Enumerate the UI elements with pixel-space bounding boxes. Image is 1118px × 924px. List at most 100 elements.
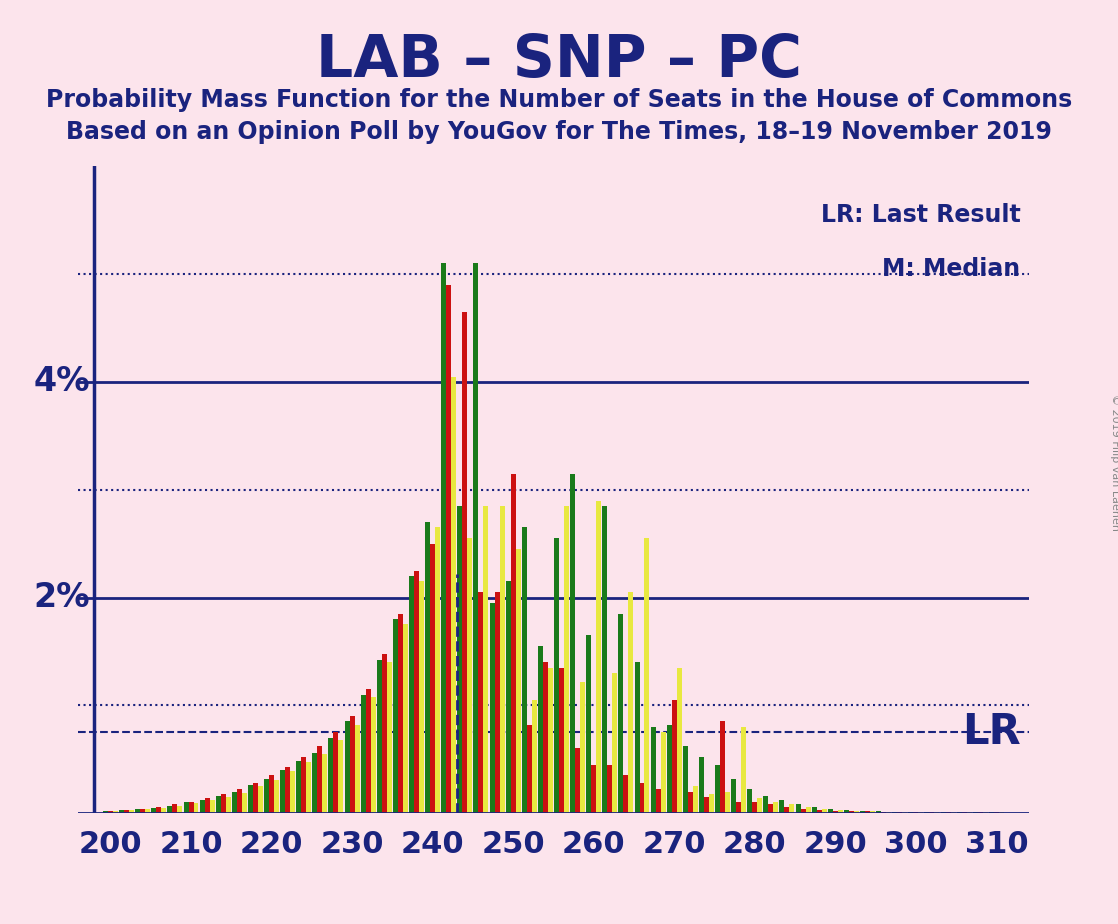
Bar — [463, 312, 467, 813]
Bar — [837, 809, 843, 813]
Bar — [135, 808, 140, 813]
Bar — [442, 263, 446, 813]
Bar — [591, 765, 596, 813]
Bar — [639, 783, 644, 813]
Bar — [816, 809, 822, 813]
Bar — [490, 603, 494, 813]
Bar — [473, 263, 479, 813]
Bar — [709, 794, 714, 813]
Bar — [467, 538, 472, 813]
Bar — [785, 807, 789, 813]
Bar — [726, 792, 730, 813]
Bar — [716, 765, 720, 813]
Bar — [200, 800, 205, 813]
Text: LR: LR — [961, 711, 1021, 753]
Bar — [366, 689, 371, 813]
Bar — [902, 812, 907, 813]
Bar — [764, 796, 768, 813]
Bar — [913, 812, 918, 813]
Bar — [425, 522, 430, 813]
Bar — [768, 805, 774, 813]
Bar — [494, 592, 500, 813]
Bar — [559, 667, 563, 813]
Bar — [563, 506, 569, 813]
Bar — [505, 581, 511, 813]
Bar — [398, 614, 402, 813]
Bar — [306, 762, 311, 813]
Bar — [603, 506, 607, 813]
Bar — [274, 780, 280, 813]
Bar — [844, 809, 849, 813]
Bar — [237, 789, 241, 813]
Bar — [220, 794, 226, 813]
Bar — [301, 757, 306, 813]
Bar — [322, 754, 328, 813]
Bar — [672, 700, 676, 813]
Bar — [532, 700, 537, 813]
Bar — [688, 792, 693, 813]
Bar — [339, 740, 343, 813]
Bar — [361, 695, 366, 813]
Bar — [877, 811, 881, 813]
Bar — [231, 792, 237, 813]
Bar — [209, 800, 215, 813]
Bar — [548, 667, 552, 813]
Bar — [736, 802, 741, 813]
Bar — [269, 775, 274, 813]
Bar — [946, 812, 950, 813]
Bar — [120, 809, 124, 813]
Bar — [827, 808, 833, 813]
Text: M: Median: M: Median — [882, 257, 1021, 281]
Text: 2%: 2% — [34, 581, 91, 614]
Bar — [881, 812, 887, 813]
Bar — [865, 811, 870, 813]
Bar — [613, 673, 617, 813]
Bar — [849, 811, 854, 813]
Bar — [430, 543, 435, 813]
Bar — [258, 786, 263, 813]
Bar — [575, 748, 580, 813]
Bar — [168, 806, 172, 813]
Bar — [854, 811, 859, 813]
Bar — [113, 811, 119, 813]
Bar — [628, 592, 634, 813]
Bar — [281, 770, 285, 813]
Bar — [822, 808, 826, 813]
Bar — [205, 798, 209, 813]
Bar — [935, 812, 939, 813]
Bar — [998, 812, 1004, 813]
Bar — [329, 737, 333, 813]
Bar — [967, 812, 972, 813]
Bar — [978, 812, 983, 813]
Text: 4%: 4% — [34, 365, 91, 398]
Bar — [296, 761, 301, 813]
Bar — [157, 807, 161, 813]
Bar — [586, 636, 591, 813]
Bar — [402, 625, 408, 813]
Bar — [108, 811, 113, 813]
Bar — [699, 757, 704, 813]
Bar — [683, 747, 688, 813]
Bar — [178, 806, 182, 813]
Bar — [318, 747, 322, 813]
Bar — [806, 807, 811, 813]
Text: LAB – SNP – PC: LAB – SNP – PC — [316, 32, 802, 90]
Bar — [409, 576, 414, 813]
Bar — [596, 501, 601, 813]
Bar — [731, 779, 736, 813]
Bar — [479, 592, 483, 813]
Bar — [515, 549, 521, 813]
Bar — [435, 528, 440, 813]
Text: © 2019 Filip van Laenen: © 2019 Filip van Laenen — [1110, 394, 1118, 530]
Bar — [419, 581, 424, 813]
Bar — [693, 786, 698, 813]
Bar — [704, 796, 709, 813]
Bar — [452, 377, 456, 813]
Bar — [522, 528, 527, 813]
Bar — [918, 812, 923, 813]
Bar — [172, 805, 178, 813]
Bar — [216, 796, 220, 813]
Text: LR: Last Result: LR: Last Result — [821, 203, 1021, 226]
Bar — [661, 732, 665, 813]
Bar — [446, 285, 452, 813]
